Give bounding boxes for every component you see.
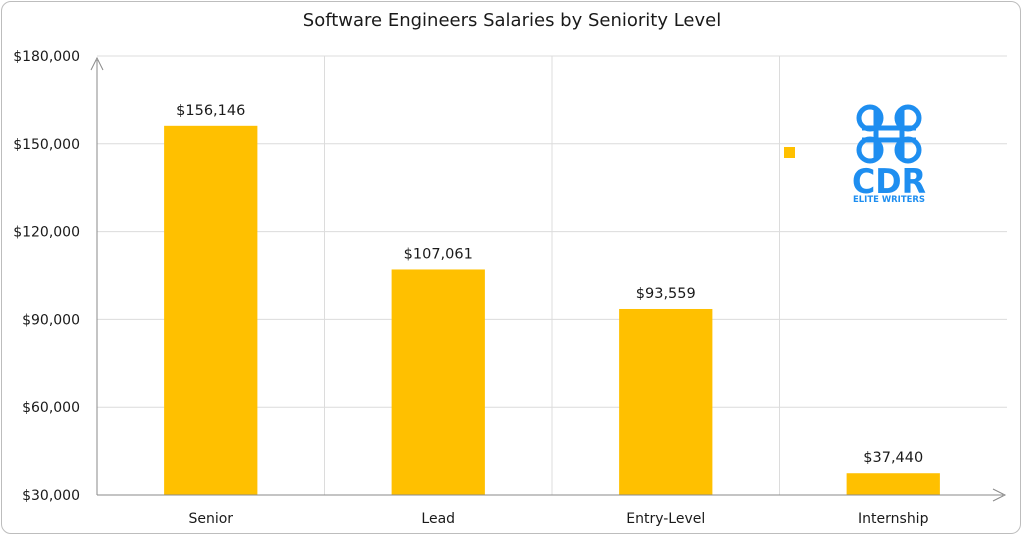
y-tick-label: $120,000 bbox=[13, 225, 80, 241]
axes bbox=[90, 56, 1007, 502]
bar bbox=[164, 125, 258, 495]
y-tick-label: $30,000 bbox=[22, 488, 80, 504]
chart-title: Software Engineers Salaries by Seniority… bbox=[302, 10, 722, 31]
y-tick-label: $150,000 bbox=[13, 137, 80, 153]
logo-text: CDR bbox=[852, 162, 926, 202]
bar bbox=[391, 269, 485, 495]
x-tick-label: Internship bbox=[858, 511, 929, 527]
bar bbox=[846, 473, 940, 495]
x-axis-arrow bbox=[992, 488, 1007, 502]
legend-marker bbox=[784, 147, 795, 158]
y-axis-tick-labels: $30,000 $60,000 $90,000 $120,000 $150,000 $18… bbox=[13, 49, 80, 504]
bar bbox=[619, 308, 713, 495]
data-label: $107,061 bbox=[404, 246, 473, 262]
cdr-knot-logo-icon bbox=[856, 104, 922, 164]
x-tick-label: Senior bbox=[188, 511, 233, 527]
data-label: $156,146 bbox=[176, 103, 245, 119]
y-tick-label: $90,000 bbox=[22, 312, 80, 328]
y-axis-arrow bbox=[90, 56, 104, 71]
x-tick-label: Lead bbox=[421, 511, 455, 527]
bars bbox=[164, 125, 940, 495]
y-tick-label: $180,000 bbox=[13, 49, 80, 65]
x-axis-tick-labels: Senior Lead Entry-Level Internship bbox=[188, 511, 928, 527]
data-label: $93,559 bbox=[636, 286, 696, 302]
logo-tagline: ELITE WRITERS bbox=[853, 195, 925, 205]
data-labels: $156,146 $107,061 $93,559 $37,440 bbox=[176, 103, 923, 466]
y-tick-label: $60,000 bbox=[22, 400, 80, 416]
x-tick-label: Entry-Level bbox=[626, 511, 705, 527]
data-label: $37,440 bbox=[863, 450, 923, 466]
